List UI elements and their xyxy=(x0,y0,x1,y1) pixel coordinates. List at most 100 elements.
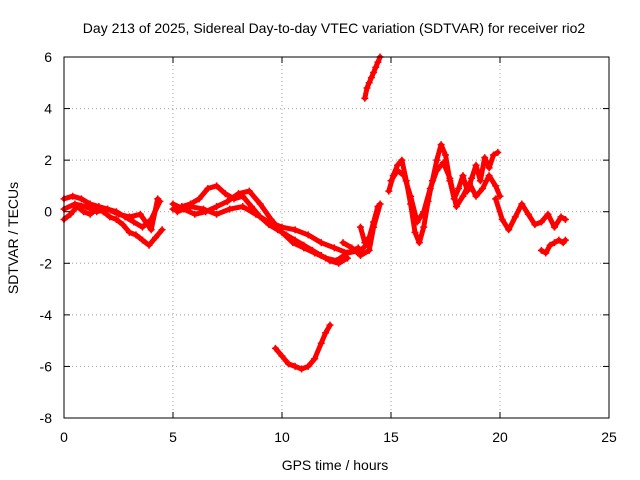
data-point xyxy=(186,203,194,211)
data-point xyxy=(361,239,369,247)
data-point xyxy=(130,218,138,226)
data-point xyxy=(561,215,569,223)
data-point xyxy=(479,185,487,193)
y-tick-label: 4 xyxy=(44,101,52,117)
data-point xyxy=(485,172,493,180)
data-point xyxy=(200,205,208,213)
data-point xyxy=(271,344,279,352)
x-tick-label: 15 xyxy=(383,429,399,445)
data-point xyxy=(439,159,447,167)
data-point xyxy=(265,218,273,226)
data-point xyxy=(492,195,500,203)
data-point xyxy=(132,231,140,239)
data-point xyxy=(136,210,144,218)
data-point xyxy=(472,161,480,169)
ticks: 0 5 10 15 20 25 -8 -6 -4 -2 0 2 4 6 xyxy=(40,49,617,445)
data-point xyxy=(67,210,75,218)
series-trace xyxy=(273,322,333,372)
y-tick-label: -4 xyxy=(40,307,53,323)
data-point xyxy=(374,58,382,66)
data-point xyxy=(551,239,558,247)
data-point xyxy=(154,195,162,203)
data-point xyxy=(446,174,454,182)
data-point xyxy=(82,203,90,211)
data-point xyxy=(511,213,519,221)
data-point xyxy=(356,223,364,231)
data-point xyxy=(415,239,423,247)
data-point xyxy=(226,205,234,213)
data-point xyxy=(106,213,114,221)
y-tick-label: 0 xyxy=(44,204,52,220)
data-point xyxy=(343,249,351,257)
data-point xyxy=(112,215,120,223)
data-layer xyxy=(60,53,569,373)
x-tick-label: 0 xyxy=(60,429,68,445)
data-point xyxy=(542,249,550,257)
data-point xyxy=(407,192,415,200)
series-sat-n xyxy=(537,236,569,257)
data-point xyxy=(365,246,373,254)
data-point xyxy=(452,203,460,211)
data-point xyxy=(413,218,421,226)
x-tick-label: 10 xyxy=(274,429,290,445)
data-point xyxy=(476,177,484,185)
data-point xyxy=(71,200,79,208)
data-point xyxy=(173,208,181,216)
plot-frame xyxy=(63,56,610,419)
data-point xyxy=(317,339,325,347)
data-point xyxy=(278,223,286,231)
data-point xyxy=(468,174,476,182)
series-sat-c xyxy=(60,195,162,234)
y-tick-label: 2 xyxy=(44,152,52,168)
data-point xyxy=(361,94,369,102)
data-point xyxy=(524,210,532,218)
data-point xyxy=(298,365,306,373)
data-point xyxy=(317,239,325,247)
data-point xyxy=(104,205,112,213)
data-point xyxy=(363,84,371,92)
data-point xyxy=(485,164,493,172)
data-point xyxy=(367,74,375,82)
data-point xyxy=(544,210,552,218)
data-point xyxy=(326,321,334,329)
data-point xyxy=(442,151,449,159)
data-point xyxy=(518,200,526,208)
data-point xyxy=(224,197,231,205)
data-point xyxy=(213,210,221,218)
data-point xyxy=(551,223,558,231)
series-sat-l xyxy=(387,159,504,226)
data-point xyxy=(145,241,153,249)
data-point xyxy=(394,166,402,174)
data-point xyxy=(147,226,155,234)
x-tick-label: 25 xyxy=(601,429,617,445)
data-point xyxy=(311,249,319,257)
series-sat-m xyxy=(492,195,569,234)
data-point xyxy=(239,203,247,211)
data-point xyxy=(356,252,364,260)
data-point xyxy=(455,185,463,193)
data-point xyxy=(119,221,127,229)
data-point xyxy=(437,141,445,149)
data-point xyxy=(80,208,88,216)
x-tick-label: 20 xyxy=(492,429,508,445)
data-point xyxy=(385,187,393,195)
data-point xyxy=(300,244,308,252)
x-tick-label: 5 xyxy=(169,429,177,445)
data-point xyxy=(505,226,513,234)
data-point xyxy=(398,156,406,164)
data-point xyxy=(433,166,441,174)
data-point xyxy=(433,156,441,164)
y-tick-label: -6 xyxy=(40,358,53,374)
x-axis-label: GPS time / hours xyxy=(282,457,389,473)
data-point xyxy=(537,246,545,254)
data-point xyxy=(311,355,319,363)
data-point xyxy=(481,154,489,162)
data-point xyxy=(322,329,330,337)
data-point xyxy=(86,210,94,218)
series-sat-k xyxy=(385,141,502,247)
data-point xyxy=(387,177,395,185)
data-point xyxy=(546,241,554,249)
data-point xyxy=(191,210,199,218)
data-point xyxy=(252,210,260,218)
